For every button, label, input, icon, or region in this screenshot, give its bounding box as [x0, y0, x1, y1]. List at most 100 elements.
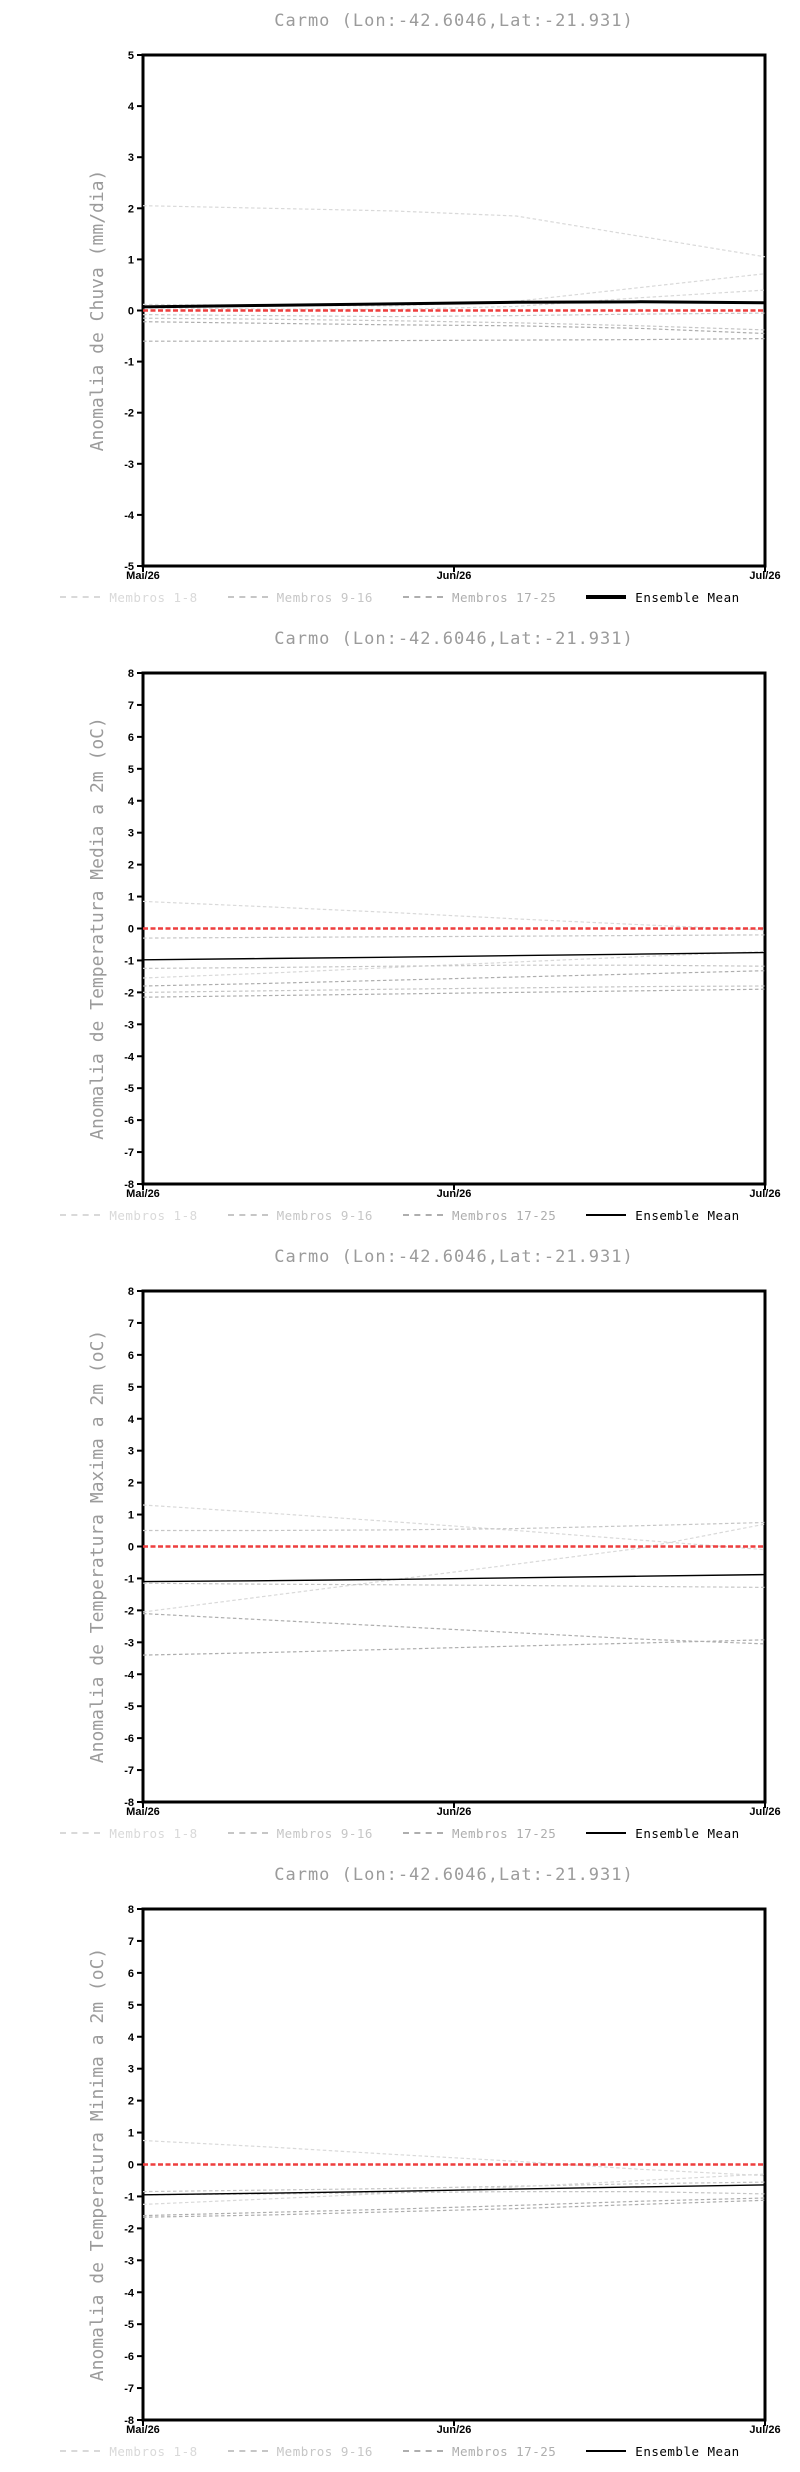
member-line-group-2 — [143, 1521, 766, 1532]
chart-legend: Membros 1-8 Membros 9-16 Membros 17-25 Ense… — [0, 1822, 800, 1844]
y-tick-label: 2 — [128, 860, 134, 872]
member-line-group-2 — [142, 317, 766, 331]
chart-legend: Membros 1-8 Membros 9-16 Membros 17-25 Ense… — [0, 1204, 800, 1226]
plot-svg-1: Carmo (Lon:-42.6046,Lat:-21.931) Anomalia… — [87, 11, 781, 582]
y-tick-label: 4 — [128, 796, 135, 808]
member-line-sample — [402, 2450, 443, 2452]
y-tick-label: -8 — [124, 1797, 134, 1809]
member-line-group-2 — [142, 312, 766, 318]
x-tick-label: Jun/26 — [437, 1806, 472, 1818]
x-tick-label: Jul/26 — [749, 1806, 780, 1818]
y-tick-label: -3 — [124, 1637, 134, 1649]
y-tick-label: -5 — [124, 1083, 134, 1095]
x-tick-label: Jul/26 — [749, 1188, 780, 1200]
member-line-sample — [60, 596, 101, 598]
member-line-group-1 — [142, 1504, 766, 1551]
legend-label: Ensemble Mean — [635, 2443, 740, 2459]
member-line-sample — [227, 1214, 268, 1216]
ensemble-mean-line — [142, 1573, 766, 1583]
x-tick-label: Mai/26 — [126, 1188, 160, 1200]
chart-title: Carmo (Lon:-42.6046,Lat:-21.931) — [274, 1247, 634, 1267]
x-tick-label: Mai/26 — [126, 2424, 160, 2436]
y-tick-label: 7 — [128, 700, 134, 712]
legend-label: Ensemble Mean — [635, 589, 740, 605]
legend-label: Membros 17-25 — [451, 589, 557, 605]
y-tick-label: 0 — [128, 306, 134, 318]
y-tick-label: 3 — [128, 2064, 134, 2076]
legend-label: Membros 9-16 — [276, 2443, 373, 2459]
y-tick-label: -3 — [124, 1019, 134, 1031]
legend-label: Membros 1-8 — [109, 2443, 198, 2459]
y-axis-label: Anomalia de Temperatura Maxima a 2m (oC) — [87, 1330, 108, 1763]
legend-label: Ensemble Mean — [635, 1825, 740, 1841]
y-tick-label: 3 — [128, 152, 134, 164]
y-tick-label: -8 — [124, 1179, 134, 1191]
member-line-group-3 — [142, 321, 766, 335]
y-tick-label: -6 — [124, 1733, 134, 1745]
member-line-group-3 — [142, 2199, 766, 2218]
member-line-group-1 — [142, 950, 766, 979]
member-line-group-3 — [142, 1613, 766, 1645]
y-tick-label: 1 — [128, 2128, 134, 2140]
plot-svg-3: Carmo (Lon:-42.6046,Lat:-21.931) Anomalia… — [87, 1247, 781, 1818]
legend-item: Ensemble Mean — [586, 1826, 739, 1841]
member-line-group-1 — [142, 205, 766, 258]
y-tick-label: -4 — [124, 1669, 135, 1681]
legend-item: Ensemble Mean — [586, 2444, 739, 2459]
legend-label: Ensemble Mean — [635, 1207, 740, 1223]
legend-item: Membros 9-16 — [227, 589, 373, 605]
y-tick-label: -1 — [124, 955, 134, 967]
x-tick-label: Jun/26 — [437, 1188, 472, 1200]
member-line-group-2 — [142, 934, 766, 939]
y-tick-label: 5 — [128, 50, 134, 62]
chart-panel-2: Carmo (Lon:-42.6046,Lat:-21.931) Anomalia… — [0, 618, 800, 1236]
chart-legend: Membros 1-8 Membros 9-16 Membros 17-25 Ense… — [0, 586, 800, 608]
y-tick-label: 2 — [128, 203, 134, 215]
x-tick-label: Jul/26 — [749, 2424, 780, 2436]
y-tick-label: 6 — [128, 1968, 134, 1980]
y-tick-label: -1 — [124, 1573, 134, 1585]
y-tick-label: -4 — [124, 2287, 135, 2299]
chart-title: Carmo (Lon:-42.6046,Lat:-21.931) — [274, 1865, 634, 1885]
legend-label: Membros 17-25 — [451, 1825, 557, 1841]
member-line-group-3 — [142, 988, 766, 998]
x-tick-label: Mai/26 — [126, 1806, 160, 1818]
plot-svg-4: Carmo (Lon:-42.6046,Lat:-21.931) Anomalia… — [87, 1865, 781, 2436]
member-line-sample — [60, 2450, 101, 2452]
y-tick-label: 6 — [128, 732, 134, 744]
member-line-group-1 — [142, 2173, 766, 2205]
member-line-sample — [227, 1832, 268, 1834]
y-tick-label: -3 — [124, 459, 134, 471]
y-tick-label: -5 — [124, 1701, 134, 1713]
y-tick-label: 1 — [128, 254, 134, 266]
y-tick-label: -2 — [124, 2223, 134, 2235]
legend-label: Membros 1-8 — [109, 589, 198, 605]
y-tick-label: -5 — [124, 561, 134, 573]
legend-label: Membros 1-8 — [109, 1207, 198, 1223]
legend-label: Membros 17-25 — [451, 1207, 557, 1223]
y-tick-label: 5 — [128, 2000, 134, 2012]
y-axis-label: Anomalia de Temperatura Minima a 2m (oC) — [87, 1948, 108, 2381]
ensemble-mean-line — [142, 951, 766, 961]
y-tick-label: -1 — [124, 2191, 134, 2203]
member-line-group-3 — [143, 338, 766, 342]
y-tick-label: -5 — [124, 2319, 134, 2331]
member-line-group-1 — [142, 289, 766, 311]
y-tick-label: 8 — [128, 1286, 134, 1298]
y-tick-label: 4 — [128, 2032, 135, 2044]
y-axis-label: Anomalia de Temperatura Media a 2m (oC) — [87, 717, 108, 1140]
chart-panel-1: Carmo (Lon:-42.6046,Lat:-21.931) Anomalia… — [0, 0, 800, 618]
y-tick-label: -7 — [124, 1765, 134, 1777]
member-line-sample — [60, 1832, 101, 1834]
member-line-sample — [402, 1214, 443, 1216]
y-tick-label: 2 — [128, 2096, 134, 2108]
legend-label: Membros 9-16 — [276, 589, 373, 605]
y-tick-label: 8 — [128, 1904, 134, 1916]
y-tick-label: 1 — [128, 892, 134, 904]
y-tick-label: 7 — [128, 1318, 134, 1330]
chart-panel-3: Carmo (Lon:-42.6046,Lat:-21.931) Anomalia… — [0, 1236, 800, 1854]
y-tick-label: 2 — [128, 1478, 134, 1490]
y-tick-label: 0 — [128, 924, 134, 936]
legend-item: Membros 1-8 — [60, 590, 197, 605]
chart-panel-4: Carmo (Lon:-42.6046,Lat:-21.931) Anomalia… — [0, 1854, 800, 2472]
